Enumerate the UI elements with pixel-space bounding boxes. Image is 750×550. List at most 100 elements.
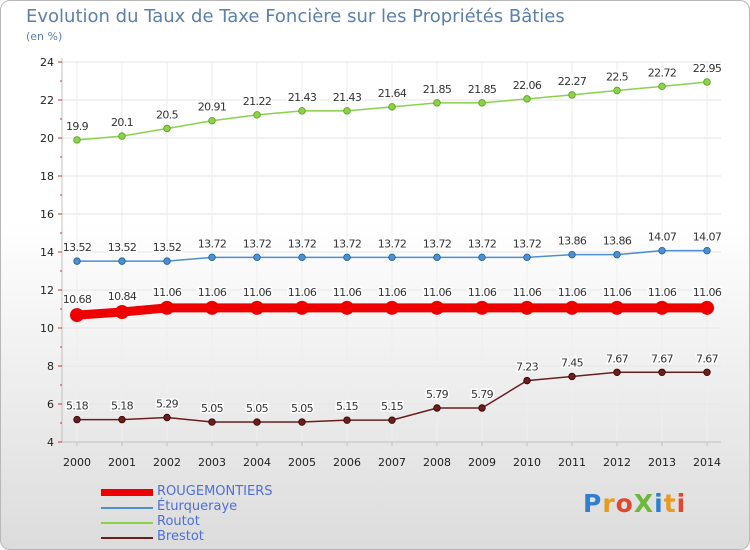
logo-letter: i bbox=[676, 489, 687, 518]
data-label: 13.86 bbox=[603, 235, 632, 248]
data-label: 11.06 bbox=[603, 286, 632, 299]
y-tick-label: 24 bbox=[40, 56, 54, 69]
data-label-halo: 14.07 bbox=[648, 231, 677, 244]
logo-letter: r bbox=[602, 489, 616, 518]
data-label: 10.84 bbox=[108, 290, 137, 303]
data-point-marker bbox=[163, 124, 171, 133]
data-point-marker bbox=[208, 418, 216, 426]
data-label-halo: 5.05 bbox=[201, 402, 224, 415]
data-point-marker bbox=[118, 415, 126, 424]
data-label-halo: 7.23 bbox=[516, 361, 539, 374]
data-label: 11.06 bbox=[648, 286, 677, 299]
data-label-halo: 11.06 bbox=[693, 286, 722, 299]
data-label-halo: 5.15 bbox=[336, 400, 359, 413]
data-label-halo: 11.06 bbox=[378, 286, 407, 299]
x-tick-label: 2000 bbox=[63, 456, 91, 469]
data-point-marker bbox=[115, 305, 129, 320]
data-label: 19.9 bbox=[66, 120, 89, 133]
x-tick-label: 2004 bbox=[243, 456, 271, 469]
data-point-marker bbox=[658, 246, 666, 255]
y-tick-label: 8 bbox=[47, 360, 54, 373]
legend-label: Éturqueraye bbox=[157, 499, 238, 514]
legend-label: Routot bbox=[157, 514, 200, 529]
x-tick-label: 2012 bbox=[603, 456, 631, 469]
data-label: 13.72 bbox=[423, 237, 452, 250]
data-point-marker bbox=[388, 103, 396, 111]
data-label-halo: 13.72 bbox=[288, 237, 317, 250]
data-label-halo: 11.06 bbox=[468, 286, 497, 299]
data-label-halo: 5.29 bbox=[156, 397, 179, 410]
data-label: 7.45 bbox=[561, 356, 584, 369]
data-label-halo: 19.9 bbox=[66, 120, 89, 133]
y-tick-label: 14 bbox=[40, 246, 54, 259]
legend-swatch bbox=[101, 537, 153, 539]
chart-title: Evolution du Taux de Taxe Foncière sur l… bbox=[26, 6, 565, 27]
y-tick-label: 6 bbox=[47, 398, 54, 411]
data-label: 11.06 bbox=[243, 286, 272, 299]
x-tick-label: 2008 bbox=[423, 456, 451, 469]
x-tick-label: 2006 bbox=[333, 456, 361, 469]
data-point-marker bbox=[523, 95, 531, 103]
data-label-halo: 13.72 bbox=[423, 237, 452, 250]
data-label: 5.18 bbox=[111, 400, 134, 413]
data-label: 5.05 bbox=[291, 402, 314, 415]
data-label: 13.72 bbox=[468, 237, 497, 250]
data-label-halo: 21.85 bbox=[468, 83, 497, 96]
data-point-marker bbox=[340, 300, 354, 315]
data-point-marker bbox=[658, 368, 666, 376]
data-label-halo: 10.84 bbox=[108, 290, 137, 303]
data-label-halo: 21.43 bbox=[333, 91, 362, 104]
data-point-marker bbox=[613, 250, 621, 259]
data-label-halo: 21.64 bbox=[378, 87, 407, 100]
data-point-marker bbox=[433, 253, 441, 262]
logo-letter: o bbox=[615, 489, 634, 518]
data-point-marker bbox=[523, 376, 531, 385]
data-point-marker bbox=[253, 418, 261, 426]
y-tick-label: 18 bbox=[40, 170, 54, 183]
logo-letter: X bbox=[633, 489, 655, 518]
data-label-halo: 21.43 bbox=[288, 91, 317, 104]
data-label-halo: 7.67 bbox=[606, 352, 629, 365]
data-point-marker bbox=[298, 107, 306, 115]
unit-label: (en %) bbox=[26, 30, 63, 43]
logo-letter: i bbox=[654, 489, 664, 518]
data-point-marker bbox=[478, 253, 486, 262]
data-label-halo: 13.86 bbox=[558, 235, 587, 248]
data-point-marker bbox=[253, 253, 261, 262]
data-point-marker bbox=[478, 99, 486, 107]
data-label-halo: 13.72 bbox=[513, 237, 542, 250]
x-tick-label: 2010 bbox=[513, 456, 541, 469]
data-label: 5.29 bbox=[156, 397, 179, 410]
data-label: 13.52 bbox=[108, 241, 137, 254]
x-tick-label: 2002 bbox=[153, 456, 181, 469]
data-label-halo: 7.67 bbox=[696, 352, 719, 365]
data-label-halo: 10.68 bbox=[63, 293, 92, 306]
data-point-marker bbox=[118, 132, 126, 140]
data-point-marker bbox=[520, 300, 534, 315]
data-label: 5.18 bbox=[66, 400, 89, 413]
data-point-marker bbox=[703, 78, 711, 86]
data-label-halo: 13.86 bbox=[603, 235, 632, 248]
data-label: 22.72 bbox=[648, 66, 677, 79]
data-label-halo: 14.07 bbox=[693, 231, 722, 244]
data-label-halo: 20.1 bbox=[111, 116, 133, 129]
data-point-marker bbox=[73, 257, 81, 265]
data-label: 5.15 bbox=[381, 400, 404, 413]
data-point-marker bbox=[298, 418, 306, 426]
x-tick-label: 2013 bbox=[648, 456, 676, 469]
data-label: 11.06 bbox=[423, 286, 452, 299]
data-label-halo: 11.06 bbox=[243, 286, 272, 299]
data-label-halo: 13.72 bbox=[243, 237, 272, 250]
data-label: 5.05 bbox=[246, 402, 269, 415]
logo-letter: P bbox=[583, 489, 603, 518]
data-label: 13.86 bbox=[558, 235, 587, 248]
data-label: 21.43 bbox=[288, 91, 317, 104]
data-label: 14.07 bbox=[648, 231, 677, 244]
data-label-halo: 11.06 bbox=[513, 286, 542, 299]
data-point-marker bbox=[73, 136, 81, 144]
data-label: 11.06 bbox=[693, 286, 722, 299]
data-label: 11.06 bbox=[153, 286, 182, 299]
legend-label: Brestot bbox=[157, 529, 204, 544]
data-label: 5.79 bbox=[426, 388, 449, 401]
